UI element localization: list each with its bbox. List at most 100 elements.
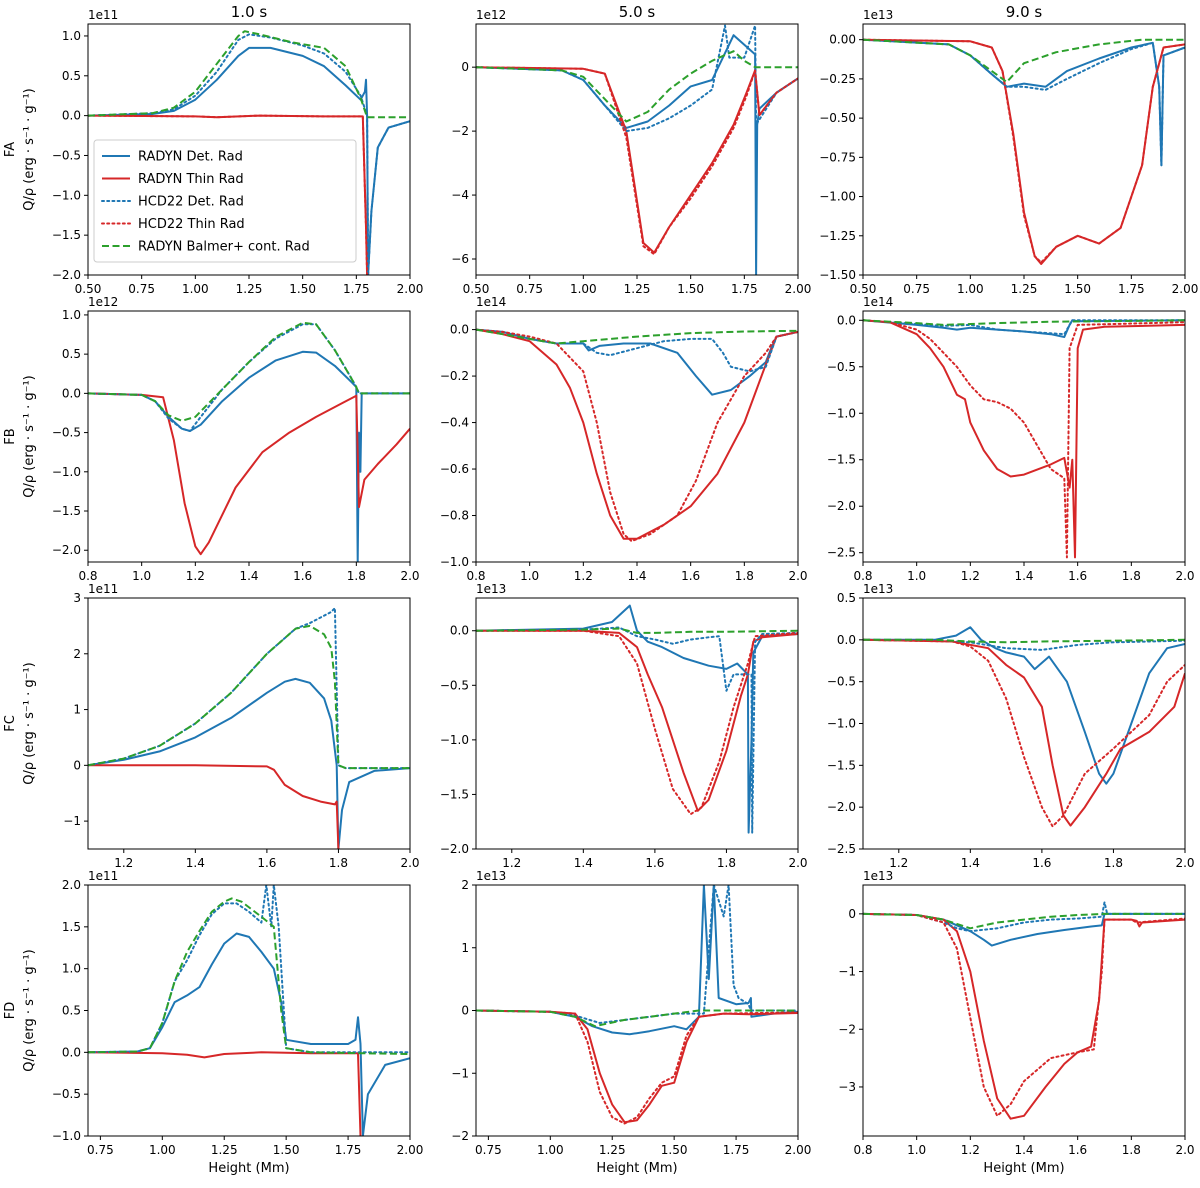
y-tick-label: −0.5 <box>827 360 856 374</box>
x-tick-label: 0.75 <box>87 1143 114 1157</box>
y-tick-label: −2.5 <box>827 546 856 560</box>
series-line-4 <box>476 1009 798 1125</box>
x-tick-label: 1.50 <box>1064 282 1091 296</box>
series-line-4 <box>476 66 798 256</box>
y-tick-label: −4 <box>451 188 469 202</box>
x-tick-label: 1.8 <box>1104 856 1123 870</box>
x-tick-label: 1.4 <box>1014 569 1033 583</box>
series-line-3 <box>88 33 410 275</box>
y-tick-label: 1.5 <box>62 920 81 934</box>
y-tick-label: −1.0 <box>440 555 469 569</box>
y-tick-label: −1.25 <box>819 229 856 243</box>
series-line-3 <box>476 24 798 133</box>
x-tick-label: 1.2 <box>502 856 521 870</box>
y-tick-label: 1.0 <box>62 308 81 322</box>
y-tick-label: −0.25 <box>819 72 856 86</box>
row-label: FA <box>3 142 18 157</box>
x-tick-label: 1.2 <box>889 856 908 870</box>
series-line-5 <box>476 50 798 123</box>
series-line-1 <box>863 38 1185 167</box>
axes-frame <box>475 23 799 276</box>
series-line-5 <box>88 30 410 119</box>
axes-frame <box>475 597 799 850</box>
x-tick-label: 0.75 <box>516 282 543 296</box>
x-tick-label: 1.4 <box>961 856 980 870</box>
x-tick-label: 1.50 <box>677 282 704 296</box>
y-tick-label: 0.5 <box>62 347 81 361</box>
series-line-2 <box>88 392 410 556</box>
series-line-2 <box>476 328 798 540</box>
x-tick-label: 1.6 <box>1032 856 1051 870</box>
y-axis-label: Q/ρ (erg · s⁻¹ · g⁻¹) <box>22 375 37 497</box>
x-tick-label: 1.50 <box>289 282 316 296</box>
series-line-2 <box>476 66 798 254</box>
axis-exponent: 1e13 <box>476 582 506 596</box>
y-tick-label: 0.5 <box>62 1004 81 1018</box>
x-tick-label: 1.50 <box>273 1143 300 1157</box>
series-line-5 <box>863 38 1185 83</box>
series-line-4 <box>476 629 798 816</box>
axis-exponent: 1e13 <box>476 869 506 883</box>
series-line-3 <box>88 607 410 770</box>
y-tick-label: −2 <box>451 124 469 138</box>
series-line-5 <box>863 638 1185 644</box>
y-tick-label: 1.0 <box>62 29 81 43</box>
y-tick-label: 0.0 <box>62 109 81 123</box>
panel-fd-1: 0.75 1.00 1.25 1.50 1.75 2.00 −1.0 −0.5 0.0 0.5 1.… <box>3 869 423 1176</box>
row-label: FB <box>3 428 18 444</box>
x-tick-label: 1.2 <box>574 569 593 583</box>
x-tick-label: 2.00 <box>397 282 424 296</box>
y-tick-label: 1 <box>73 703 81 717</box>
x-tick-label: 1.0 <box>520 569 539 583</box>
x-tick-label: 1.4 <box>1014 1143 1033 1157</box>
axes-frame <box>87 597 411 850</box>
axes-frame <box>862 597 1186 850</box>
y-tick-label: −6 <box>451 252 469 266</box>
x-tick-label: 1.00 <box>149 1143 176 1157</box>
y-tick-label: 0.0 <box>450 323 469 337</box>
y-tick-label: −1.0 <box>52 188 81 202</box>
x-tick-label: 0.8 <box>78 569 97 583</box>
y-tick-label: 0 <box>848 907 856 921</box>
y-tick-label: −0.2 <box>440 369 469 383</box>
series-line-1 <box>88 677 410 849</box>
x-tick-label: 2.0 <box>1175 569 1194 583</box>
series-line-2 <box>88 764 340 849</box>
y-tick-label: 0 <box>461 1004 469 1018</box>
series-line-1 <box>88 350 410 562</box>
x-tick-label: 1.8 <box>329 856 348 870</box>
x-tick-label: 1.75 <box>335 1143 362 1157</box>
y-tick-label: −1.0 <box>827 406 856 420</box>
panel-fb-2: 0.8 1.0 1.2 1.4 1.6 1.8 2.0 −1.0 −0.8 −0.6 −0.4 −0.… <box>440 295 808 583</box>
x-tick-label: 2.00 <box>785 282 812 296</box>
y-tick-label: −1 <box>838 965 856 979</box>
series-line-4 <box>863 38 1185 264</box>
series-line-5 <box>476 1009 798 1028</box>
row-label: FC <box>3 715 18 732</box>
y-tick-label: 0.0 <box>62 1045 81 1059</box>
x-tick-label: 1.00 <box>182 282 209 296</box>
x-tick-label: 1.4 <box>186 856 205 870</box>
y-tick-label: −2 <box>838 1022 856 1036</box>
x-tick-label: 2.0 <box>1175 1143 1194 1157</box>
y-tick-label: −2 <box>451 1129 469 1143</box>
x-tick-label: 1.75 <box>1118 282 1145 296</box>
x-tick-label: 1.6 <box>257 856 276 870</box>
legend: RADYN Det. Rad RADYN Thin Rad HCD22 Det. R… <box>93 139 357 263</box>
y-tick-label: −1.0 <box>52 1129 81 1143</box>
series-line-3 <box>863 901 1185 933</box>
x-tick-label: 1.0 <box>132 569 151 583</box>
column-title: 9.0 s <box>1006 3 1043 21</box>
y-tick-label: −0.6 <box>440 462 469 476</box>
series-line-4 <box>863 319 1185 559</box>
axis-exponent: 1e13 <box>863 869 893 883</box>
x-tick-label: 1.25 <box>1011 282 1038 296</box>
x-tick-label: 2.0 <box>788 569 807 583</box>
series-line-1 <box>476 34 798 275</box>
y-tick-label: −2.0 <box>440 842 469 856</box>
x-tick-label: 2.0 <box>788 856 807 870</box>
x-tick-label: 1.75 <box>723 1143 750 1157</box>
x-tick-label: 0.50 <box>850 282 877 296</box>
axis-exponent: 1e12 <box>88 295 118 309</box>
